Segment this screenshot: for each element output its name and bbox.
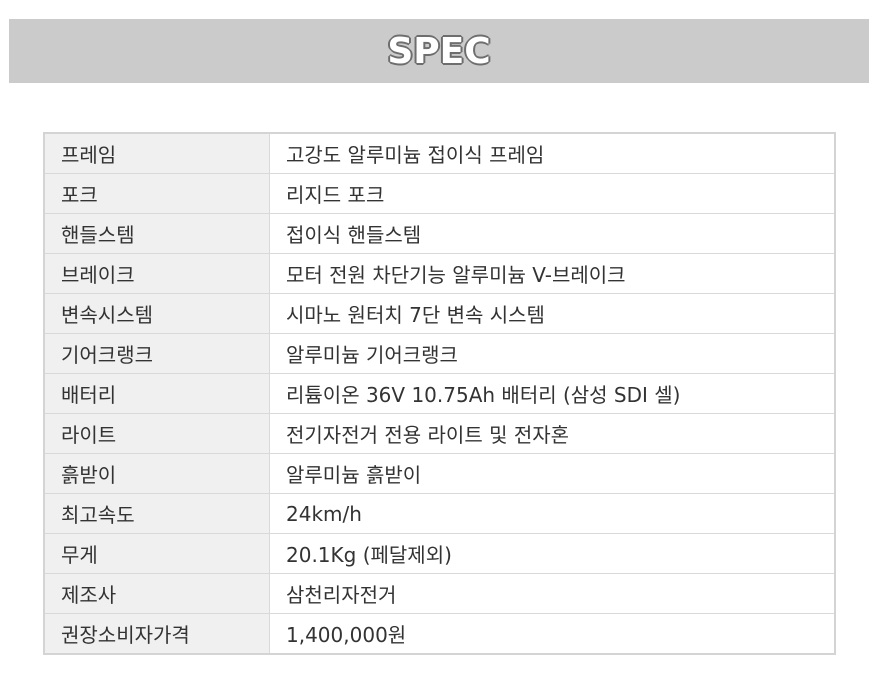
- spec-value: 리튬이온 36V 10.75Ah 배터리 (삼성 SDI 셀): [269, 373, 835, 414]
- spec-label: 프레임: [44, 133, 270, 174]
- spec-row-shifting-system: 변속시스템 시마노 원터치 7단 변속 시스템: [44, 293, 835, 334]
- spec-header-band: SPEC: [9, 19, 869, 83]
- spec-row-brake: 브레이크 모터 전원 차단기능 알루미늄 V-브레이크: [44, 253, 835, 294]
- spec-label: 흙받이: [44, 453, 270, 494]
- spec-label: 변속시스템: [44, 293, 270, 334]
- spec-row-battery: 배터리 리튬이온 36V 10.75Ah 배터리 (삼성 SDI 셀): [44, 373, 835, 414]
- spec-row-top-speed: 최고속도 24km/h: [44, 493, 835, 534]
- spec-row-handle-stem: 핸들스템 접이식 핸들스템: [44, 213, 835, 254]
- spec-label: 포크: [44, 173, 270, 214]
- spec-value: 모터 전원 차단기능 알루미늄 V-브레이크: [269, 253, 835, 294]
- spec-row-light: 라이트 전기자전거 전용 라이트 및 전자혼: [44, 413, 835, 454]
- spec-row-frame: 프레임 고강도 알루미늄 접이식 프레임: [44, 133, 835, 174]
- spec-value: 리지드 포크: [269, 173, 835, 214]
- spec-value: 시마노 원터치 7단 변속 시스템: [269, 293, 835, 334]
- spec-value: 전기자전거 전용 라이트 및 전자혼: [269, 413, 835, 454]
- spec-row-gear-crank: 기어크랭크 알루미늄 기어크랭크: [44, 333, 835, 374]
- spec-value: 20.1Kg (페달제외): [269, 533, 835, 574]
- spec-row-retail-price: 권장소비자가격 1,400,000원: [44, 613, 835, 654]
- spec-label: 배터리: [44, 373, 270, 414]
- spec-row-fender: 흙받이 알루미늄 흙받이: [44, 453, 835, 494]
- spec-value: 1,400,000원: [269, 613, 835, 654]
- spec-table: 프레임 고강도 알루미늄 접이식 프레임 포크 리지드 포크 핸들스템 접이식 …: [43, 132, 836, 655]
- spec-label: 라이트: [44, 413, 270, 454]
- spec-row-weight: 무게 20.1Kg (페달제외): [44, 533, 835, 574]
- spec-row-fork: 포크 리지드 포크: [44, 173, 835, 214]
- spec-label: 무게: [44, 533, 270, 574]
- spec-label: 최고속도: [44, 493, 270, 534]
- spec-label: 핸들스템: [44, 213, 270, 254]
- spec-label: 기어크랭크: [44, 333, 270, 374]
- spec-label: 브레이크: [44, 253, 270, 294]
- spec-value: 24km/h: [269, 493, 835, 534]
- spec-label: 제조사: [44, 573, 270, 614]
- spec-value: 알루미늄 기어크랭크: [269, 333, 835, 374]
- spec-row-manufacturer: 제조사 삼천리자전거: [44, 573, 835, 614]
- spec-value: 삼천리자전거: [269, 573, 835, 614]
- spec-title: SPEC: [387, 30, 491, 72]
- spec-value: 알루미늄 흙받이: [269, 453, 835, 494]
- spec-value: 고강도 알루미늄 접이식 프레임: [269, 133, 835, 174]
- spec-label: 권장소비자가격: [44, 613, 270, 654]
- spec-value: 접이식 핸들스템: [269, 213, 835, 254]
